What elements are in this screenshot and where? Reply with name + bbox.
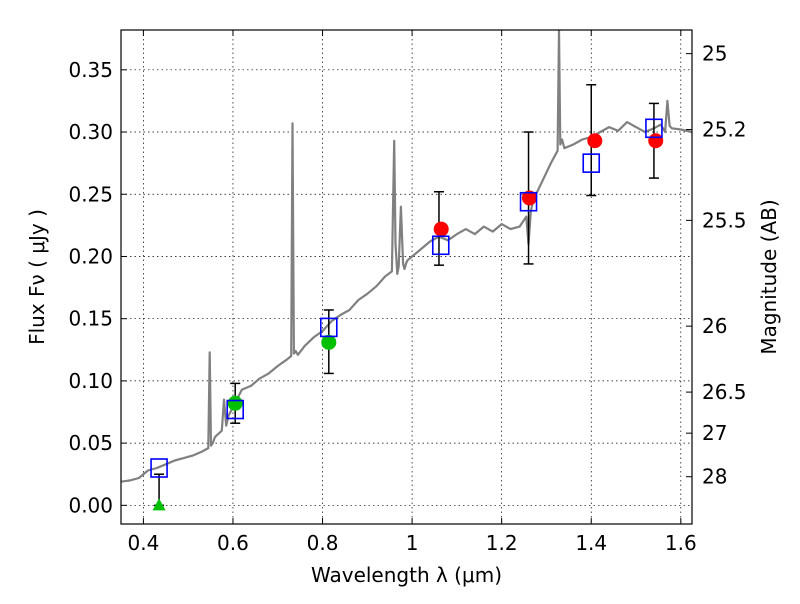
data-point-circle [521, 190, 537, 206]
magnitude-tick-label: 28 [702, 465, 727, 489]
model-point-square [431, 235, 450, 256]
data-point-circle [227, 395, 243, 411]
x-tick-label: 1.6 [665, 531, 697, 555]
magnitude-tick-label: 27 [702, 421, 727, 445]
model-point-square [319, 317, 338, 338]
axes: 0.4 0.6 0.8 1 1.2 1.4 1.6 0.00 0.05 0.10 0.15 0.20 0… [68, 30, 747, 555]
y-axis-label: Flux Fν ( μJy ) [25, 209, 49, 345]
x-tick-label: 1.2 [486, 531, 518, 555]
data-point-circle [321, 334, 337, 350]
magnitude-axis-label: Magnitude (AB) [757, 199, 781, 354]
x-axis-label: Wavelength λ (μm) [311, 563, 502, 587]
y-tick-label: 0.15 [68, 307, 113, 331]
magnitude-tick-label: 26.5 [702, 380, 747, 404]
model-point-square [150, 458, 168, 478]
magnitude-tick-label: 25 [702, 42, 727, 66]
y-tick-label: 0.10 [68, 369, 113, 393]
plot-area [121, 30, 692, 511]
y-tick-label: 0.35 [68, 58, 113, 82]
data-point-circle [648, 133, 664, 149]
x-tick-label: 1.4 [575, 531, 607, 555]
x-tick-label: 0.8 [307, 531, 339, 555]
model-point-square [582, 153, 601, 173]
y-tick-label: 0.05 [68, 431, 113, 455]
x-tick-label: 1 [406, 531, 419, 555]
magnitude-tick-label: 26 [702, 314, 727, 338]
data-point-circle [587, 133, 603, 149]
plot-frame [120, 29, 693, 525]
spectrum-line [121, 30, 692, 483]
y-tick-label: 0.25 [68, 182, 113, 206]
model-point-square [226, 399, 244, 420]
upper-limit-triangle [152, 498, 166, 511]
magnitude-tick-label: 25.2 [702, 118, 747, 142]
y-tick-label: 0.20 [68, 244, 113, 268]
x-tick-label: 0.6 [217, 531, 249, 555]
model-point-square [645, 118, 663, 139]
y-tick-label: 0.30 [68, 120, 113, 144]
magnitude-tick-label: 25.5 [702, 208, 747, 232]
x-tick-label: 0.4 [127, 531, 159, 555]
data-point-circle [433, 221, 449, 237]
model-point-square [519, 191, 538, 212]
y-tick-label: 0.00 [68, 493, 113, 517]
